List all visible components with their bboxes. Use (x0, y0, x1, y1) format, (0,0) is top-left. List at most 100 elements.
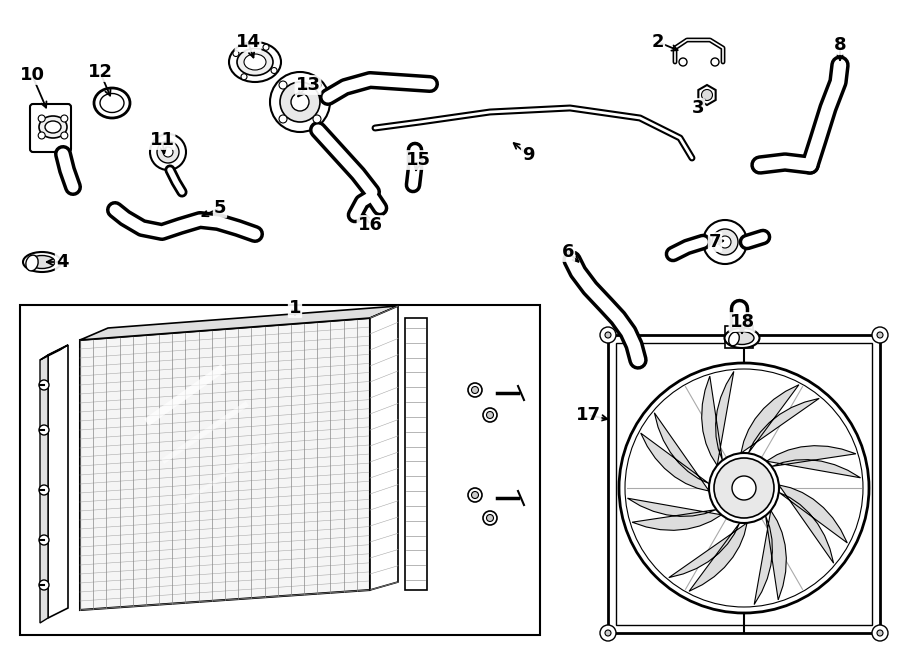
Circle shape (483, 511, 497, 525)
Text: 6: 6 (562, 243, 574, 261)
Circle shape (877, 332, 883, 338)
Circle shape (61, 132, 68, 139)
FancyBboxPatch shape (30, 104, 71, 152)
Text: 8: 8 (833, 36, 846, 54)
Circle shape (150, 134, 186, 170)
Circle shape (712, 229, 738, 255)
Circle shape (157, 141, 179, 163)
Bar (616, 343, 872, 625)
Polygon shape (754, 510, 787, 605)
Ellipse shape (237, 48, 273, 75)
Text: 18: 18 (729, 313, 754, 331)
Circle shape (701, 89, 713, 100)
Circle shape (279, 81, 287, 89)
Circle shape (714, 458, 774, 518)
Circle shape (605, 332, 611, 338)
Circle shape (625, 369, 863, 607)
Text: 3: 3 (692, 99, 704, 117)
Text: 15: 15 (406, 151, 430, 169)
Ellipse shape (229, 42, 281, 82)
Ellipse shape (94, 88, 130, 118)
Circle shape (719, 236, 731, 248)
Circle shape (468, 488, 482, 502)
Ellipse shape (26, 255, 38, 271)
Circle shape (483, 408, 497, 422)
Ellipse shape (23, 252, 61, 272)
Circle shape (291, 93, 309, 111)
Polygon shape (741, 385, 819, 453)
Ellipse shape (730, 332, 754, 344)
Polygon shape (698, 85, 716, 105)
Ellipse shape (29, 256, 55, 268)
Circle shape (241, 74, 247, 80)
Circle shape (679, 58, 687, 66)
Circle shape (280, 82, 320, 122)
Ellipse shape (729, 332, 739, 346)
Circle shape (271, 67, 277, 73)
Circle shape (711, 58, 719, 66)
Polygon shape (702, 371, 733, 465)
Polygon shape (767, 446, 860, 478)
Text: 2: 2 (652, 33, 664, 51)
Circle shape (487, 514, 493, 522)
Circle shape (38, 115, 45, 122)
Circle shape (39, 580, 49, 590)
Polygon shape (80, 306, 398, 340)
Bar (20, 305, 540, 635)
Bar (405, 318, 427, 590)
Polygon shape (40, 345, 68, 360)
Circle shape (233, 50, 238, 56)
Ellipse shape (45, 121, 61, 133)
Circle shape (703, 220, 747, 264)
Text: 5: 5 (214, 199, 226, 217)
Polygon shape (40, 355, 48, 623)
Circle shape (39, 425, 49, 435)
Text: 12: 12 (87, 63, 112, 81)
Circle shape (472, 492, 479, 498)
Circle shape (605, 630, 611, 636)
Circle shape (709, 453, 779, 523)
Text: 1: 1 (289, 299, 302, 317)
Circle shape (619, 363, 869, 613)
Text: 4: 4 (56, 253, 68, 271)
Circle shape (270, 72, 330, 132)
Text: 9: 9 (522, 146, 535, 164)
Ellipse shape (244, 54, 266, 70)
Circle shape (61, 115, 68, 122)
Circle shape (39, 535, 49, 545)
Text: 13: 13 (295, 76, 320, 94)
Polygon shape (778, 485, 847, 563)
Text: 7: 7 (709, 233, 721, 251)
Ellipse shape (100, 93, 124, 112)
Text: 17: 17 (575, 406, 600, 424)
Circle shape (732, 330, 746, 344)
Circle shape (600, 625, 616, 641)
Ellipse shape (724, 328, 760, 348)
Text: 11: 11 (149, 131, 175, 149)
Circle shape (163, 147, 173, 157)
Text: 10: 10 (20, 66, 44, 84)
Polygon shape (641, 412, 709, 491)
Circle shape (313, 81, 321, 89)
Circle shape (313, 115, 321, 123)
Circle shape (263, 44, 269, 50)
Circle shape (732, 476, 756, 500)
Circle shape (39, 380, 49, 390)
Circle shape (872, 327, 888, 343)
Polygon shape (48, 345, 68, 618)
Circle shape (472, 387, 479, 393)
Ellipse shape (39, 116, 67, 138)
Circle shape (38, 132, 45, 139)
Polygon shape (80, 318, 370, 610)
Polygon shape (627, 498, 722, 530)
Polygon shape (370, 306, 398, 590)
Bar (725, 326, 753, 348)
Polygon shape (669, 523, 747, 592)
Bar (608, 335, 880, 633)
Circle shape (877, 630, 883, 636)
Text: 16: 16 (357, 216, 382, 234)
Circle shape (487, 412, 493, 418)
Text: 14: 14 (236, 33, 260, 51)
Circle shape (39, 485, 49, 495)
Circle shape (279, 115, 287, 123)
